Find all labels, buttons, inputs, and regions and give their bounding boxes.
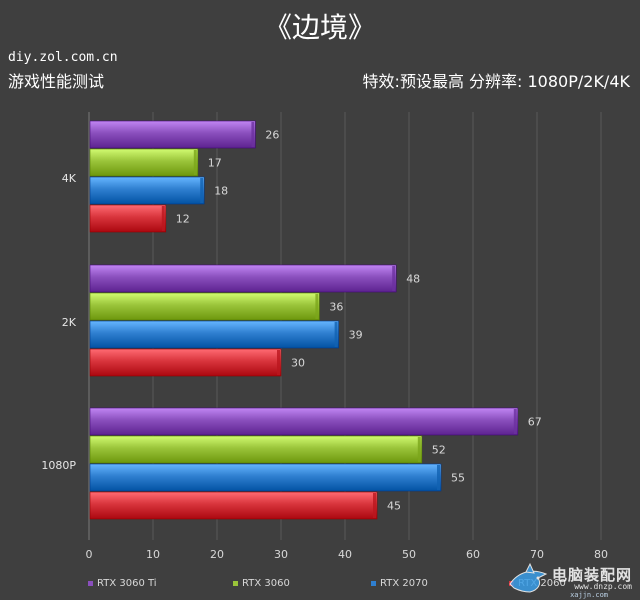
watermark-url-secondary: xajjn.com	[570, 591, 608, 599]
bar-end-cap	[251, 122, 255, 147]
bar-layer	[89, 120, 519, 520]
data-label: 45	[387, 500, 401, 513]
label-layer: 0 10 20 30 40 50 60 70 80 4K 26 17 18 12 2K 48 36 39 30 108…	[41, 129, 608, 562]
watermark-logo: 电脑装配网 www.dnzp.com xajjn.com	[508, 560, 638, 599]
bar	[89, 120, 256, 149]
bar-end-cap	[373, 493, 376, 518]
category-label: 2K	[62, 316, 77, 329]
bar	[89, 264, 397, 293]
bar	[89, 491, 378, 520]
bar	[89, 292, 320, 321]
legend-swatch	[88, 580, 93, 586]
x-tick-label: 0	[86, 548, 93, 561]
data-label: 52	[432, 444, 446, 457]
bar-end-cap	[277, 350, 280, 375]
bar	[89, 320, 339, 349]
legend-label: RTX 3060 Ti	[97, 578, 157, 589]
data-label: 30	[291, 357, 305, 370]
source-label: diy.zol.com.cn	[8, 50, 118, 65]
legend-label: RTX 3060	[242, 578, 290, 589]
x-tick-label: 40	[338, 548, 352, 561]
legend-item: RTX 3060	[233, 578, 290, 589]
bar	[89, 148, 199, 177]
bar	[89, 176, 205, 205]
legend-item: RTX 3060 Ti	[88, 578, 157, 589]
legend-swatch	[233, 580, 238, 586]
data-label: 26	[265, 129, 279, 142]
legend-item: RTX 2070	[371, 578, 428, 589]
bar-end-cap	[161, 206, 165, 231]
bar	[89, 348, 282, 377]
data-label: 17	[208, 157, 222, 170]
bar	[89, 463, 442, 492]
bar	[89, 435, 423, 464]
bar	[89, 407, 519, 436]
bar-end-cap	[200, 178, 204, 203]
bar-end-cap	[315, 294, 319, 319]
data-label: 67	[528, 416, 542, 429]
legend-swatch	[371, 580, 376, 586]
data-label: 36	[329, 301, 343, 314]
shark-icon	[509, 562, 548, 593]
chart-title: 《边境》	[263, 11, 376, 44]
bar-end-cap	[392, 266, 396, 291]
category-label: 1080P	[41, 459, 76, 472]
data-label: 48	[406, 273, 420, 286]
data-label: 39	[349, 329, 363, 342]
category-label: 4K	[62, 172, 77, 185]
data-label: 55	[451, 472, 465, 485]
bar-end-cap	[334, 322, 338, 347]
legend-label: RTX 2070	[380, 578, 428, 589]
bar-end-cap	[513, 409, 517, 434]
x-tick-label: 20	[210, 548, 224, 561]
x-tick-label: 60	[466, 548, 480, 561]
x-tick-label: 70	[530, 548, 544, 561]
x-tick-label: 80	[594, 548, 608, 561]
bar-end-cap	[437, 465, 440, 490]
x-tick-label: 10	[146, 548, 160, 561]
chart-subtitle-right: 特效:预设最高 分辨率: 1080P/2K/4K	[362, 72, 630, 91]
watermark-text: 电脑装配网	[551, 566, 632, 584]
x-tick-label: 30	[274, 548, 288, 561]
watermark-url: www.dnzp.com	[574, 582, 632, 591]
chart-subtitle-left: 游戏性能测试	[8, 72, 105, 91]
x-tick-label: 50	[402, 548, 416, 561]
legend-label: RTX 2060	[518, 578, 566, 589]
data-label: 12	[176, 213, 190, 226]
bar-end-cap	[417, 437, 421, 462]
bar-end-cap	[193, 150, 197, 175]
data-label: 18	[214, 185, 228, 198]
bar	[89, 204, 167, 233]
